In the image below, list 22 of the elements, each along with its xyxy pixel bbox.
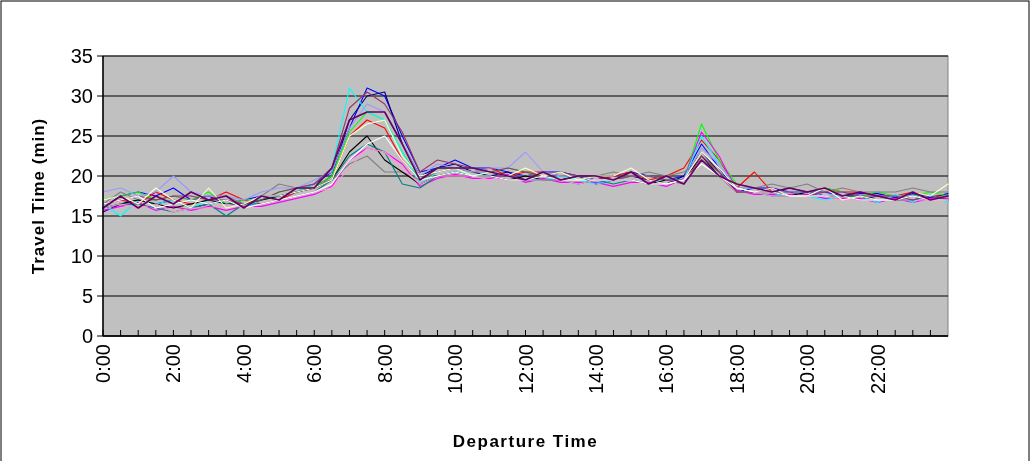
x-tick-label: 0:00 xyxy=(92,344,114,383)
x-tick-label: 20:00 xyxy=(796,344,819,395)
x-tick-label: 6:00 xyxy=(303,344,326,383)
y-tick-label: 5 xyxy=(81,285,93,307)
x-tick-label: 22:00 xyxy=(866,344,889,395)
x-tick-label: 10:00 xyxy=(444,344,467,395)
x-tick-label: 16:00 xyxy=(655,344,678,395)
y-axis-title: Travel Time (min) xyxy=(29,117,48,275)
x-tick-label: 12:00 xyxy=(514,344,537,395)
x-axis-title: Departure Time xyxy=(452,432,599,451)
y-tick-label: 35 xyxy=(70,45,93,67)
x-tick-label: 8:00 xyxy=(373,344,396,383)
y-tick-label: 15 xyxy=(70,205,93,227)
y-tick-label: 30 xyxy=(70,85,93,107)
y-tick-label: 10 xyxy=(70,245,93,267)
y-tick-label: 20 xyxy=(70,165,93,187)
x-tick-label: 2:00 xyxy=(162,344,185,383)
y-tick-label: 25 xyxy=(70,125,93,147)
x-tick-label: 14:00 xyxy=(584,344,607,395)
x-tick-label: 4:00 xyxy=(232,344,255,383)
y-tick-label: 0 xyxy=(81,325,93,347)
x-tick-label: 18:00 xyxy=(725,344,748,395)
